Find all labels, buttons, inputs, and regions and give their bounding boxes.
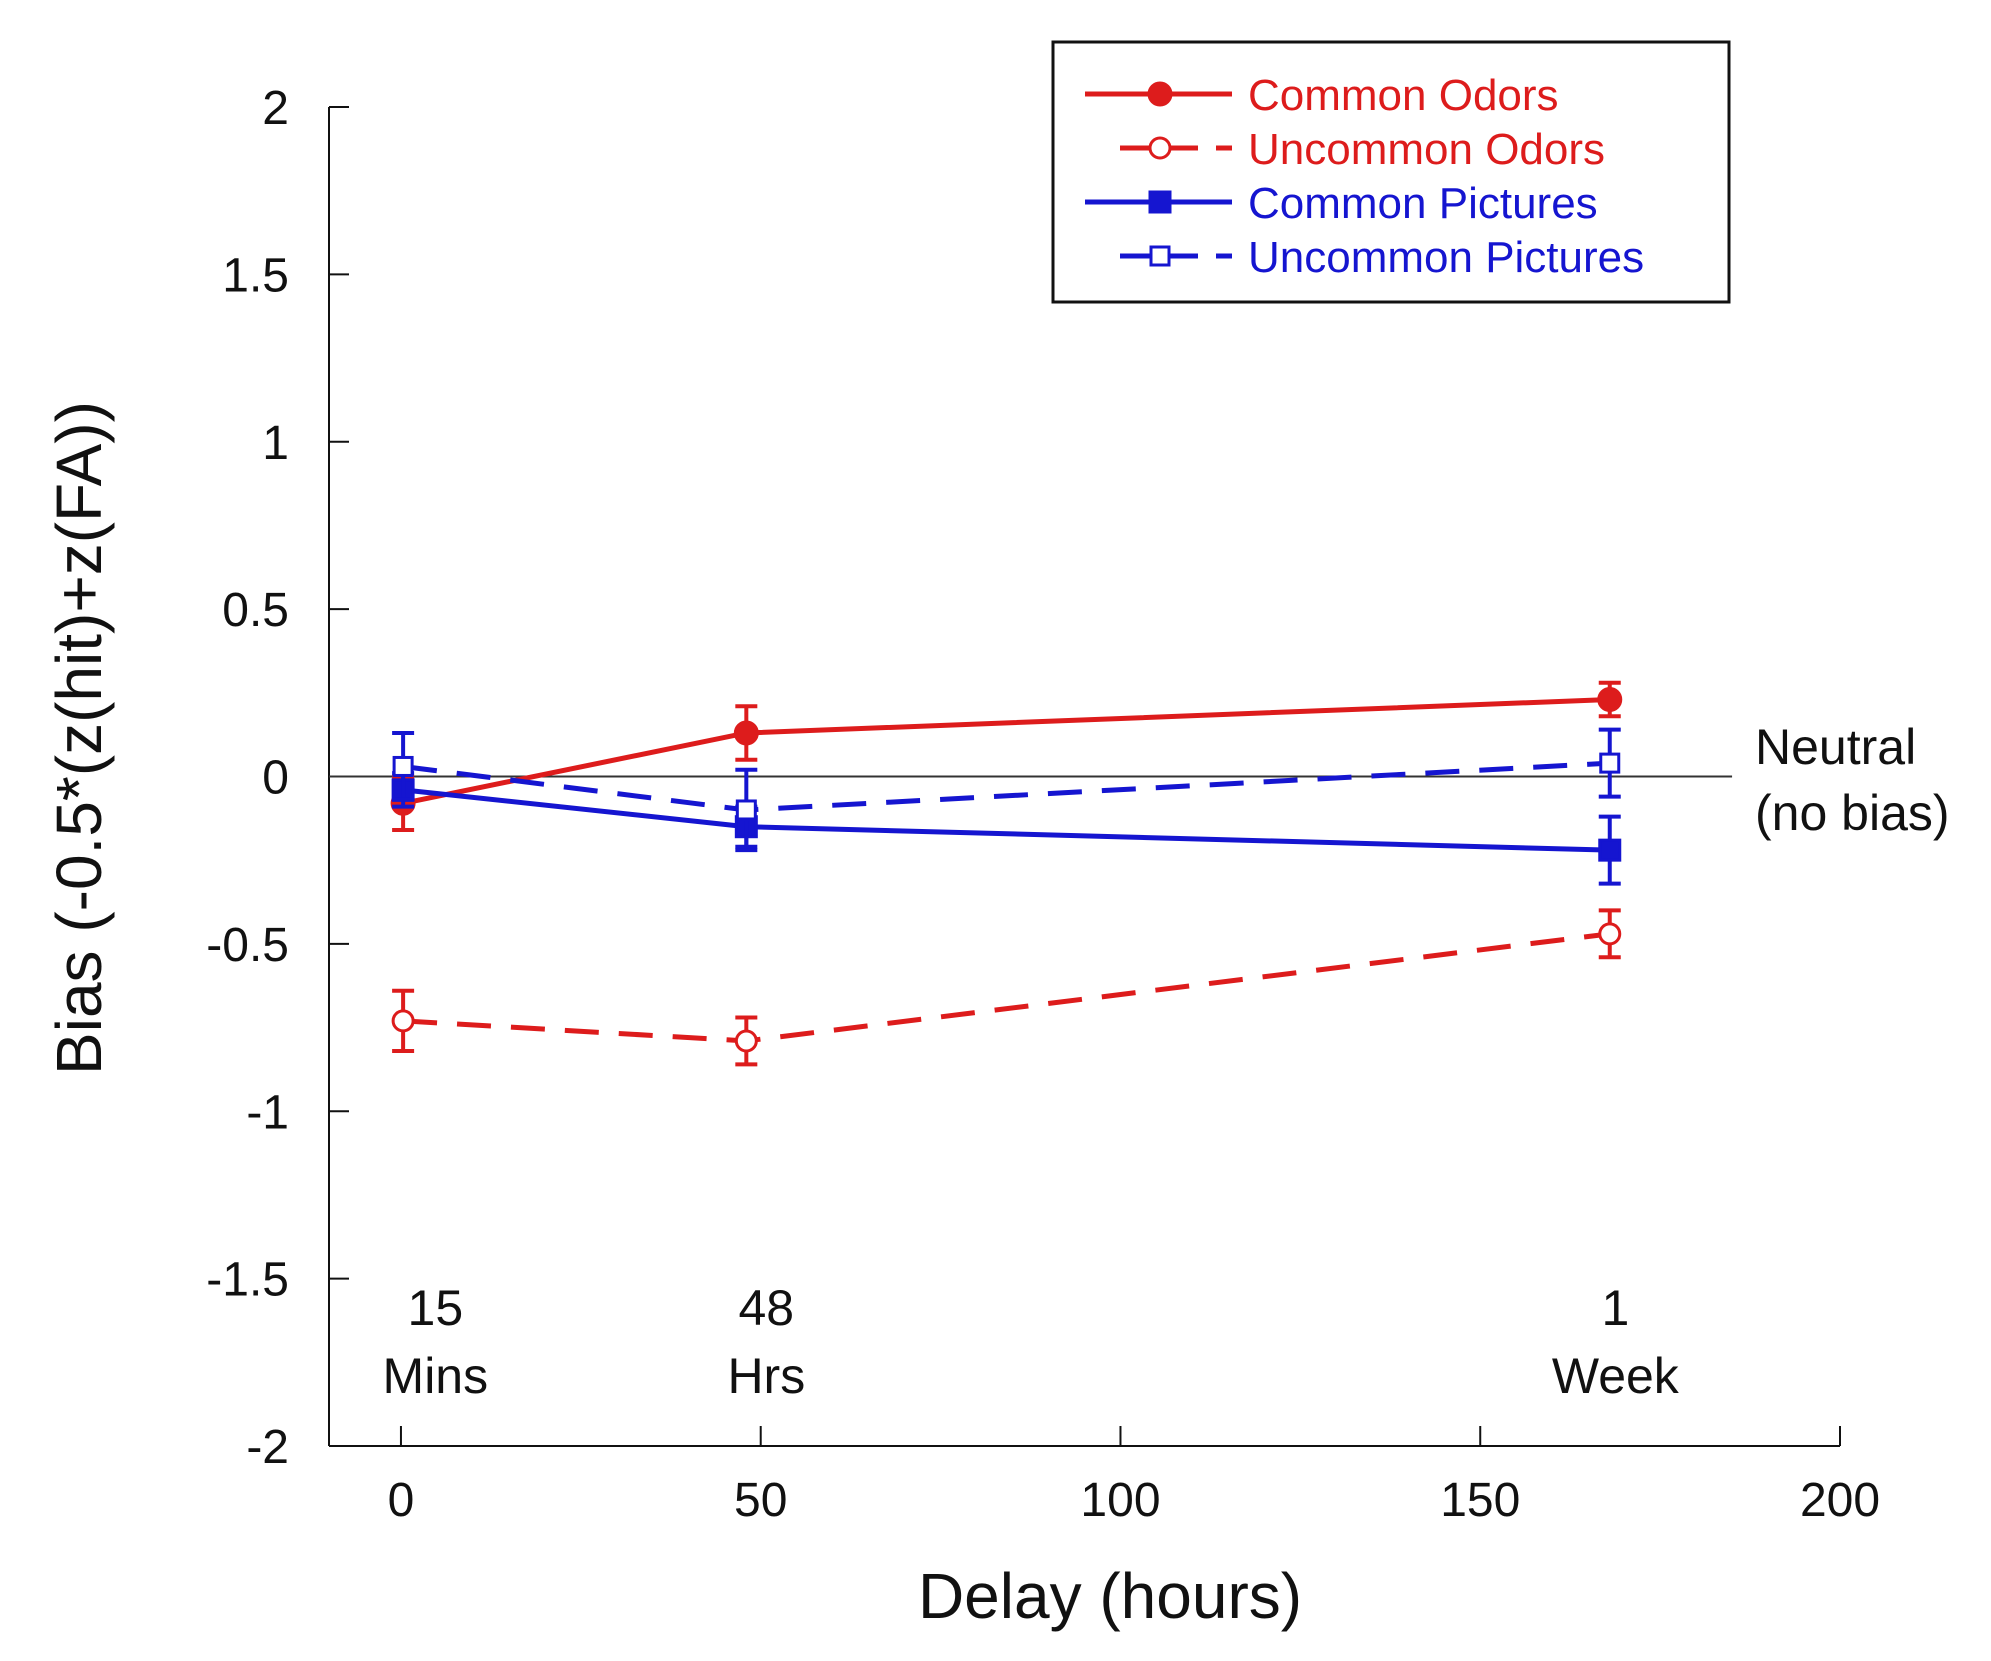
data-point — [1599, 752, 1621, 774]
x-tick-label: 50 — [734, 1474, 787, 1527]
y-tick-label: -1.5 — [206, 1254, 289, 1307]
delay-annotation: Hrs — [727, 1348, 805, 1404]
data-point — [1597, 687, 1623, 713]
data-point — [734, 1029, 758, 1053]
data-point — [1598, 922, 1622, 946]
x-tick-label: 200 — [1800, 1474, 1880, 1527]
data-point — [391, 1009, 415, 1033]
y-tick-label: 0 — [262, 752, 289, 805]
x-tick-label: 0 — [388, 1474, 415, 1527]
neutral-reference: Neutral (no bias) — [329, 719, 1950, 841]
x-tick-label: 100 — [1080, 1474, 1160, 1527]
axes: 2 1.5 1 0.5 0 -0.5 -1 -1.5 -2 0 50 100 150 200 — [206, 82, 1880, 1527]
delay-annotation: 48 — [739, 1280, 795, 1336]
x-tick-label: 150 — [1440, 1474, 1520, 1527]
plot-series — [390, 680, 1623, 1067]
data-point — [735, 799, 757, 821]
data-point — [1598, 838, 1622, 862]
x-axis-label: Delay (hours) — [918, 1560, 1302, 1632]
data-point — [733, 720, 759, 746]
data-point — [1148, 190, 1172, 214]
delay-annotation: Week — [1552, 1348, 1680, 1404]
legend-label: Uncommon Odors — [1248, 125, 1605, 174]
series-line — [402, 760, 1610, 813]
y-tick-label: -2 — [246, 1421, 289, 1474]
series-line — [402, 931, 1611, 1044]
legend-label: Common Odors — [1248, 71, 1559, 120]
y-tick-label: 1.5 — [222, 249, 289, 302]
series-uncommon-pictures — [392, 727, 1621, 853]
neutral-label: (no bias) — [1755, 785, 1950, 841]
y-tick-label: -1 — [246, 1086, 289, 1139]
legend: Common Odors Uncommon Odors Common Picture… — [1051, 40, 1731, 304]
y-tick-label: -0.5 — [206, 919, 289, 972]
legend-label: Uncommon Pictures — [1248, 233, 1644, 282]
delay-annotation: 1 — [1601, 1280, 1629, 1336]
y-axis-label: Bias (-0.5*(z(hit)+z(FA)) — [43, 401, 115, 1075]
legend-label: Common Pictures — [1248, 179, 1598, 228]
delay-annotations: 15 Mins 48 Hrs 1 Week — [383, 1280, 1680, 1404]
data-point — [1148, 136, 1172, 160]
y-tick-label: 0.5 — [222, 584, 289, 637]
data-point — [1147, 81, 1173, 107]
data-point — [392, 755, 414, 777]
delay-annotation: 15 — [408, 1280, 464, 1336]
series-uncommon-odors — [391, 908, 1622, 1067]
neutral-label: Neutral — [1755, 719, 1916, 775]
y-tick-label: 1 — [262, 417, 289, 470]
delay-annotation: Mins — [383, 1348, 489, 1404]
data-point — [1149, 245, 1171, 267]
y-tick-label: 2 — [262, 82, 289, 135]
series-line — [402, 787, 1610, 853]
